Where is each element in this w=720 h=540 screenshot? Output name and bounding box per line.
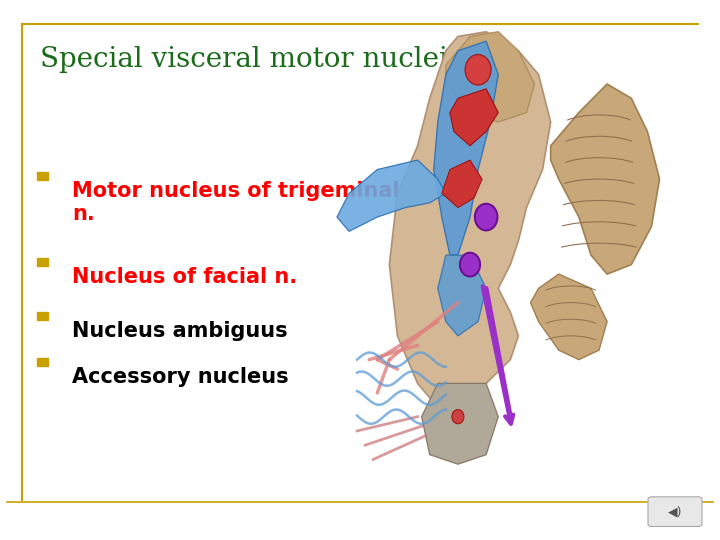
Polygon shape [450,89,498,146]
Text: Nucleus of facial n.: Nucleus of facial n. [72,267,297,287]
Polygon shape [433,41,498,255]
Bar [37,358,48,366]
Circle shape [460,253,480,276]
Circle shape [465,55,491,85]
Polygon shape [442,160,482,207]
Bar [37,258,48,266]
Circle shape [475,204,498,231]
Polygon shape [337,160,446,231]
Polygon shape [446,32,534,122]
Text: Motor nucleus of trigeminal
n.: Motor nucleus of trigeminal n. [72,181,400,224]
Text: Accessory nucleus: Accessory nucleus [72,367,289,387]
Polygon shape [438,255,486,336]
Polygon shape [551,84,660,274]
Circle shape [452,409,464,424]
Polygon shape [531,274,607,360]
Polygon shape [390,32,551,407]
Polygon shape [422,383,498,464]
Bar [37,172,48,180]
Text: Special visceral motor nuclei: Special visceral motor nuclei [40,46,447,73]
Text: Nucleus ambiguus: Nucleus ambiguus [72,321,287,341]
Bar [37,312,48,320]
FancyBboxPatch shape [648,497,702,526]
Text: ◀): ◀) [668,505,683,518]
